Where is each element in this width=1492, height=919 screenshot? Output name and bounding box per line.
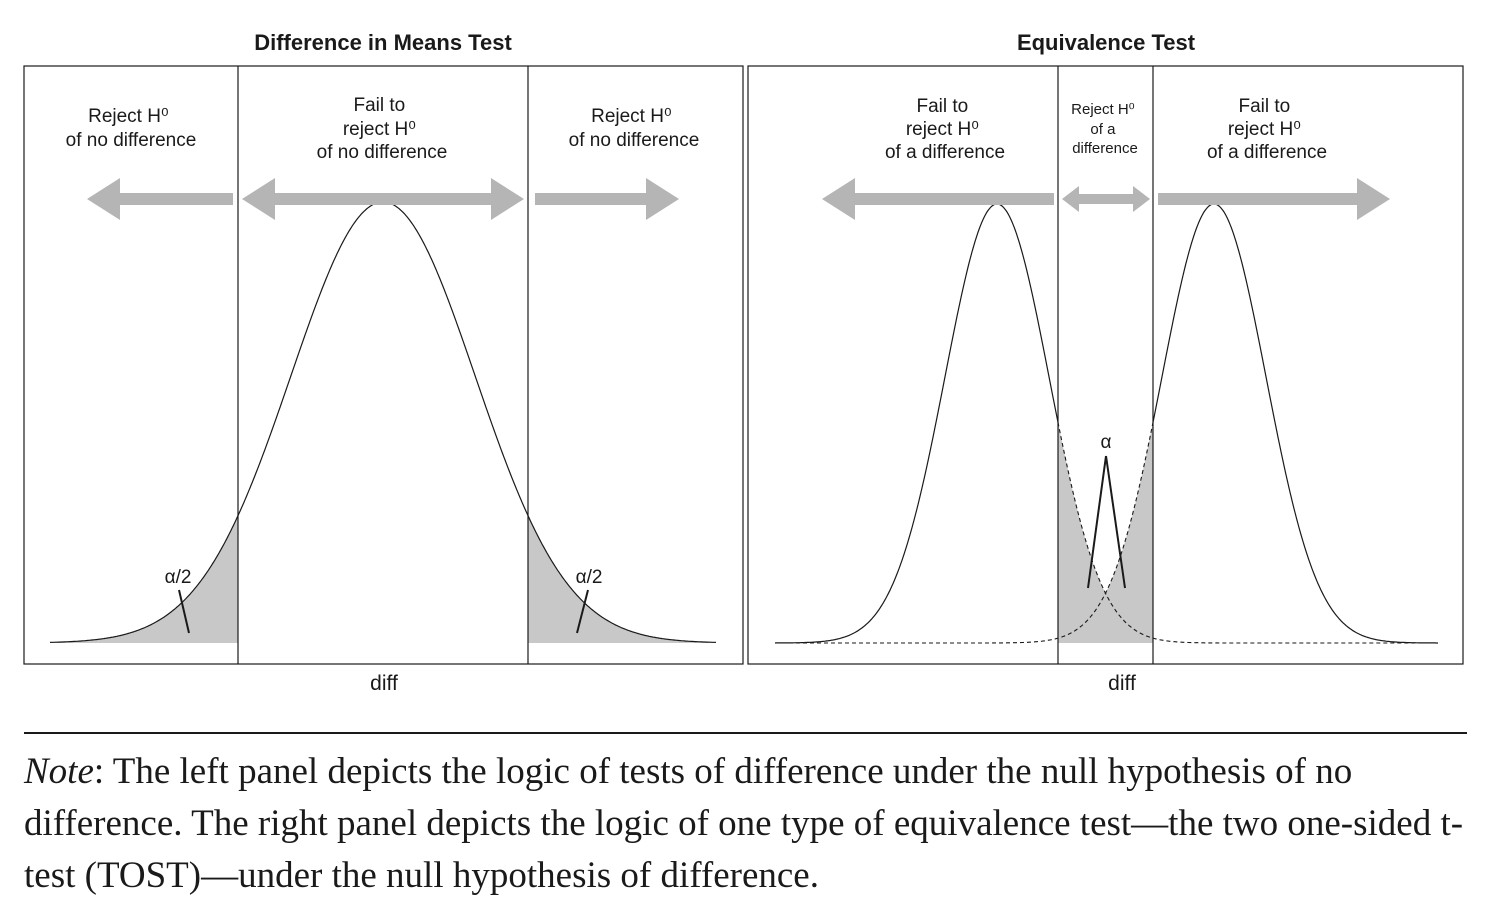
left-x-axis-label: diff xyxy=(370,672,398,695)
alpha-pointer-line xyxy=(576,589,589,634)
rejection-tail-shading xyxy=(528,515,716,643)
alpha-pointer-line xyxy=(1087,455,1107,589)
left-panel-frame xyxy=(23,65,744,665)
region-label-line: of a xyxy=(1090,121,1116,138)
region-label-line: reject H⁰ xyxy=(1228,119,1301,140)
left-panel-title: Difference in Means Test xyxy=(254,30,512,55)
right-region-fail-upper: Fail to reject H⁰ of a difference xyxy=(1158,96,1390,220)
region-label-line: of a difference xyxy=(1207,142,1327,163)
left-region-reject-lower: Reject H⁰ of no difference xyxy=(66,106,233,220)
left-null-distribution-curve xyxy=(49,201,717,643)
svg-text:Fail to reject H⁰: Fail to reject H⁰ of a difference xyxy=(885,96,1005,163)
right-alpha-annotation: α xyxy=(1087,432,1126,589)
region-label-line: Fail to xyxy=(916,96,968,117)
note-prefix: Note xyxy=(24,751,94,792)
note-text: : The left panel depicts the logic of te… xyxy=(24,751,1464,896)
alpha-half-label: α/2 xyxy=(165,567,192,588)
right-panel-frame xyxy=(747,65,1464,665)
alpha-label: α xyxy=(1101,432,1112,453)
left-tail-annotation-upper: α/2 xyxy=(576,567,603,634)
right-x-axis-label: diff xyxy=(1108,672,1136,695)
left-panel-shading xyxy=(50,515,716,643)
region-label-line: of no difference xyxy=(317,142,448,163)
region-label-line: Fail to xyxy=(1238,96,1290,117)
right-arrow-right-icon xyxy=(1158,178,1390,220)
region-label-line: Fail to xyxy=(353,95,405,116)
alpha-pointer-line xyxy=(1105,455,1126,589)
svg-text:Fail to reject H⁰: Fail to reject H⁰ of a difference xyxy=(1207,96,1327,163)
region-label-line: reject H⁰ xyxy=(906,119,979,140)
figure-note: Note: The left panel depicts the logic o… xyxy=(24,746,1484,902)
svg-text:Reject H⁰ of no differ: Reject H⁰ of no difference xyxy=(569,106,700,151)
left-region-reject-upper: Reject H⁰ of no difference xyxy=(535,106,699,220)
svg-text:Reject H⁰ of no differ: Reject H⁰ of no difference xyxy=(66,106,197,151)
region-label-line: Reject H⁰ xyxy=(1071,101,1135,118)
right-panel-title: Equivalence Test xyxy=(1017,30,1196,55)
left-arrow-left-icon xyxy=(87,178,233,220)
right-region-fail-lower: Fail to reject H⁰ of a difference xyxy=(822,96,1054,220)
rejection-tail-shading xyxy=(50,515,238,643)
figure: Difference in Means Test Reject H⁰ of no… xyxy=(23,30,1464,695)
svg-text:Reject H⁰ of a: Reject H⁰ of a difference xyxy=(1071,101,1139,157)
alpha-pointer-line xyxy=(178,589,190,634)
right-arrow-left-icon xyxy=(822,178,1054,220)
region-label-line: of no difference xyxy=(66,130,197,151)
right-right-null-curve-tail xyxy=(775,422,1154,644)
left-tail-annotation-lower: α/2 xyxy=(165,567,192,634)
right-left-null-curve xyxy=(774,203,1059,644)
note-divider xyxy=(24,732,1467,734)
region-label-line: of no difference xyxy=(569,130,700,151)
left-region-fail-to-reject: Fail to reject H⁰ of no difference xyxy=(242,95,524,220)
region-label-line: difference xyxy=(1072,140,1138,157)
right-region-reject: Reject H⁰ of a difference xyxy=(1062,101,1150,212)
region-label-line: reject H⁰ xyxy=(343,119,416,140)
left-double-arrow-icon xyxy=(242,178,524,220)
region-label-line: Reject H⁰ xyxy=(88,106,168,127)
right-double-arrow-icon xyxy=(1062,186,1150,212)
right-right-null-curve xyxy=(1152,203,1438,644)
right-left-null-curve-tail xyxy=(1057,422,1438,644)
svg-text:Fail to reject H⁰: Fail to reject H⁰ of no difference xyxy=(317,95,448,163)
right-panel: Equivalence Test Fail to reject H⁰ of a … xyxy=(747,30,1464,695)
left-panel: Difference in Means Test Reject H⁰ of no… xyxy=(23,30,744,695)
region-label-line: of a difference xyxy=(885,142,1005,163)
region-label-line: Reject H⁰ xyxy=(591,106,671,127)
left-arrow-right-icon xyxy=(535,178,679,220)
alpha-half-label: α/2 xyxy=(576,567,603,588)
